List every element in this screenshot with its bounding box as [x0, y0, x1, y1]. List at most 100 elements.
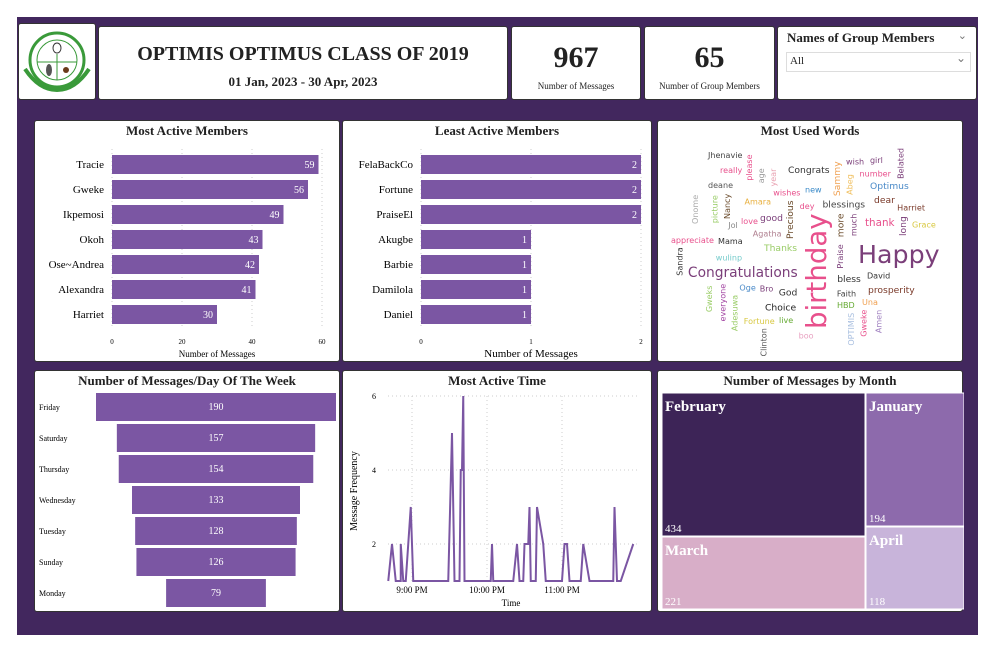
- bar: [112, 280, 256, 299]
- tile-value: 221: [665, 596, 682, 608]
- word: prosperity: [868, 285, 915, 296]
- bar: [116, 424, 316, 452]
- category-label: Sunday: [39, 558, 63, 567]
- association-logo-icon: [23, 31, 91, 93]
- word: boo: [799, 332, 814, 341]
- chart-title: Most Active Time: [448, 373, 546, 388]
- bar-chart: 0 20 40 60 Tracie 59 Gweke 56 Ikpemosi 49 Okoh 43 Os…: [49, 149, 326, 359]
- bar: [118, 455, 314, 483]
- data-label: 190: [209, 402, 224, 413]
- word: Harriet: [897, 203, 925, 212]
- data-label: 2: [632, 210, 637, 221]
- category-label: Saturday: [39, 434, 67, 443]
- data-label: 59: [305, 160, 315, 171]
- data-label: 56: [294, 185, 304, 196]
- treemap: February 434 January 194 March 221 April 118: [661, 392, 964, 610]
- bar: [112, 180, 308, 199]
- bar: [421, 305, 531, 324]
- bar: [96, 393, 336, 421]
- chevron-down-icon: ⌄: [955, 51, 966, 65]
- data-label: 128: [209, 526, 224, 537]
- word: please: [745, 154, 754, 180]
- bar: [421, 230, 531, 249]
- x-tick-label: 20: [179, 338, 187, 346]
- treemap-tile: [865, 392, 964, 527]
- data-label: 49: [270, 210, 280, 221]
- y-tick-label: 6: [372, 392, 376, 401]
- chevron-down-icon[interactable]: ⌄: [957, 30, 967, 42]
- word: picture: [710, 195, 719, 223]
- data-label: 157: [209, 433, 224, 444]
- kpi-label: Number of Messages: [537, 81, 615, 91]
- messages-by-month-chart: Number of Messages by Month February 434 J…: [657, 370, 964, 612]
- word: Mama: [718, 237, 743, 246]
- x-tick-label: 1: [529, 338, 533, 346]
- chart-title: Number of Messages by Month: [723, 373, 897, 388]
- category-label: Ose~Andrea: [49, 259, 105, 271]
- chart-title: Most Active Members: [125, 123, 248, 138]
- slicer-title: Names of Group Members: [787, 30, 935, 45]
- word: everyone: [719, 284, 728, 322]
- x-tick-label: 0: [110, 338, 114, 346]
- slicer-dropdown[interactable]: All ⌄: [786, 51, 971, 72]
- word: number: [860, 169, 892, 178]
- bar: [112, 230, 263, 249]
- y-tick-label: 2: [372, 540, 376, 549]
- x-tick-label: 0: [419, 338, 423, 346]
- category-label: Fortune: [379, 184, 413, 196]
- word: blessings: [822, 199, 865, 210]
- word: Optimus: [870, 181, 909, 192]
- tile-label: March: [665, 543, 709, 559]
- chart-title: Least Active Members: [434, 123, 560, 138]
- word: new: [805, 185, 822, 194]
- data-label: 30: [203, 310, 213, 321]
- kpi-value: 65: [694, 41, 725, 74]
- bar: [421, 255, 531, 274]
- category-label: Harriet: [73, 309, 104, 321]
- word: more: [835, 213, 846, 237]
- word: dey: [800, 202, 815, 211]
- bar: [136, 548, 296, 576]
- chart-title: Most Used Words: [760, 123, 860, 138]
- tile-label: February: [665, 399, 726, 415]
- treemap-tile: [865, 526, 964, 610]
- bar: [421, 155, 641, 174]
- x-axis-label: Time: [502, 598, 521, 608]
- x-tick-label: 10:00 PM: [469, 585, 505, 595]
- kpi-members-card: 65 Number of Group Members: [644, 26, 775, 100]
- tile-value: 434: [665, 523, 682, 535]
- word: Amara: [745, 197, 772, 206]
- bar: [112, 305, 217, 324]
- bar: [166, 579, 266, 607]
- word: Gweks: [705, 286, 714, 313]
- category-label: Okoh: [80, 234, 105, 246]
- word: David: [867, 272, 890, 281]
- bar: [135, 517, 297, 545]
- data-label: 1: [522, 260, 527, 271]
- member-slicer: Names of Group Members ⌄ All ⌄: [777, 26, 977, 100]
- word: birthday: [800, 213, 833, 329]
- word: thank: [865, 217, 895, 229]
- category-label: PraiseEl: [376, 209, 413, 221]
- word: Faith: [837, 290, 856, 299]
- data-label: 41: [242, 285, 252, 296]
- data-label: 2: [632, 185, 637, 196]
- word: Gweke: [859, 310, 868, 337]
- bar: [421, 280, 531, 299]
- x-tick-label: 11:00 PM: [544, 585, 579, 595]
- tile-value: 194: [869, 513, 886, 525]
- title-card: OPTIMIS OPTIMUS CLASS OF 2019 01 Jan, 20…: [98, 26, 508, 100]
- treemap-tile: [661, 392, 866, 537]
- bar: [132, 486, 300, 514]
- category-label: Wednesday: [39, 496, 76, 505]
- data-label: 42: [245, 260, 255, 271]
- category-label: FelaBackCo: [359, 159, 414, 171]
- x-axis-label: Number of Messages: [179, 349, 256, 359]
- most-active-members-chart: Most Active Members 0 20 40 60 Tracie 59 Gweke…: [34, 120, 340, 362]
- word: Praise: [836, 244, 845, 268]
- word: year: [769, 168, 778, 187]
- line-chart: 2 4 6 9:00 PM 10:00 PM 11:00 PM Time Message Fr…: [349, 392, 639, 608]
- word: Fortune: [744, 317, 775, 326]
- category-label: Gweke: [73, 184, 104, 196]
- data-label: 126: [209, 557, 224, 568]
